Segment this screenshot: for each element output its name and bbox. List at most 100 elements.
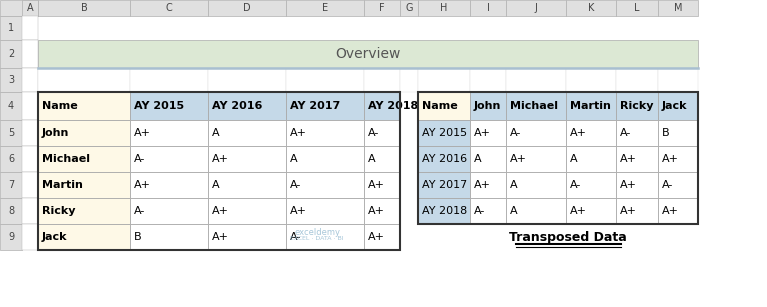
Bar	[506, 92, 566, 120]
Text: Transposed Data: Transposed Data	[509, 231, 627, 243]
Bar	[418, 172, 470, 198]
Text: Ricky: Ricky	[42, 206, 75, 216]
Text: Name: Name	[42, 101, 77, 111]
Bar	[470, 146, 506, 172]
Text: 1: 1	[8, 23, 14, 33]
Bar	[22, 68, 38, 92]
Bar	[658, 120, 698, 146]
Bar	[658, 92, 698, 120]
Bar	[130, 68, 208, 92]
Text: 6: 6	[8, 154, 14, 164]
Bar	[286, 120, 364, 146]
Bar	[616, 0, 658, 16]
Text: exceldemy: exceldemy	[295, 228, 341, 237]
Text: A+: A+	[134, 128, 151, 138]
Bar	[506, 120, 566, 146]
Text: 9: 9	[8, 232, 14, 242]
Bar	[400, 0, 418, 16]
Text: A-: A-	[134, 154, 146, 164]
Bar	[470, 172, 506, 198]
Bar	[208, 224, 286, 250]
Bar	[566, 0, 616, 16]
Bar	[616, 172, 658, 198]
Bar	[38, 198, 130, 224]
Text: A-: A-	[620, 128, 631, 138]
Bar	[658, 198, 698, 224]
Bar	[130, 92, 208, 120]
Bar	[658, 68, 698, 92]
Bar	[208, 0, 286, 16]
Text: AY 2015: AY 2015	[134, 101, 184, 111]
Bar	[418, 146, 470, 172]
Bar	[22, 40, 38, 68]
Bar	[616, 68, 658, 92]
Text: Martin: Martin	[570, 101, 611, 111]
Bar	[0, 120, 22, 146]
Bar	[38, 92, 400, 250]
Text: A+: A+	[368, 180, 385, 190]
Text: A+: A+	[290, 206, 307, 216]
Text: L: L	[634, 3, 640, 13]
Text: A+: A+	[662, 154, 679, 164]
Text: A+: A+	[368, 206, 385, 216]
Text: A-: A-	[510, 128, 522, 138]
Text: Name: Name	[422, 101, 458, 111]
Text: A+: A+	[474, 180, 491, 190]
Text: 8: 8	[8, 206, 14, 216]
Text: A-: A-	[662, 180, 673, 190]
Text: A+: A+	[510, 154, 527, 164]
Text: A+: A+	[474, 128, 491, 138]
Text: AY 2016: AY 2016	[422, 154, 467, 164]
Text: AY 2018: AY 2018	[368, 101, 418, 111]
Text: B: B	[662, 128, 670, 138]
Bar	[286, 0, 364, 16]
Text: Jack: Jack	[662, 101, 687, 111]
Text: A+: A+	[134, 180, 151, 190]
Bar	[0, 146, 22, 172]
Text: John: John	[42, 128, 69, 138]
Text: AY 2018: AY 2018	[422, 206, 467, 216]
Bar	[616, 198, 658, 224]
Bar	[506, 0, 566, 16]
Text: Michael: Michael	[42, 154, 90, 164]
Bar	[566, 120, 616, 146]
Bar	[38, 40, 698, 68]
Bar	[22, 120, 38, 146]
Text: A+: A+	[212, 206, 229, 216]
Bar	[364, 146, 400, 172]
Bar	[22, 146, 38, 172]
Text: I: I	[486, 3, 489, 13]
Text: A+: A+	[620, 206, 637, 216]
Bar	[22, 16, 38, 40]
Text: K: K	[588, 3, 594, 13]
Bar	[130, 146, 208, 172]
Text: A+: A+	[620, 180, 637, 190]
Text: A+: A+	[662, 206, 679, 216]
Bar	[418, 198, 470, 224]
Bar	[0, 40, 22, 68]
Bar	[38, 68, 130, 92]
Text: Ricky: Ricky	[620, 101, 653, 111]
Bar	[38, 0, 130, 16]
Text: 3: 3	[8, 75, 14, 85]
Bar	[130, 120, 208, 146]
Text: A+: A+	[290, 128, 307, 138]
Text: AY 2017: AY 2017	[422, 180, 467, 190]
Text: A-: A-	[474, 206, 486, 216]
Text: A: A	[27, 3, 33, 13]
Bar	[208, 120, 286, 146]
Bar	[658, 172, 698, 198]
Bar	[22, 198, 38, 224]
Bar	[0, 172, 22, 198]
Bar	[208, 172, 286, 198]
Bar	[364, 120, 400, 146]
Bar	[130, 0, 208, 16]
Bar	[418, 92, 470, 120]
Bar	[208, 68, 286, 92]
Text: A: A	[290, 154, 298, 164]
Bar	[364, 224, 400, 250]
Bar	[286, 224, 364, 250]
Text: John: John	[474, 101, 502, 111]
Bar	[364, 172, 400, 198]
Bar	[22, 92, 38, 120]
